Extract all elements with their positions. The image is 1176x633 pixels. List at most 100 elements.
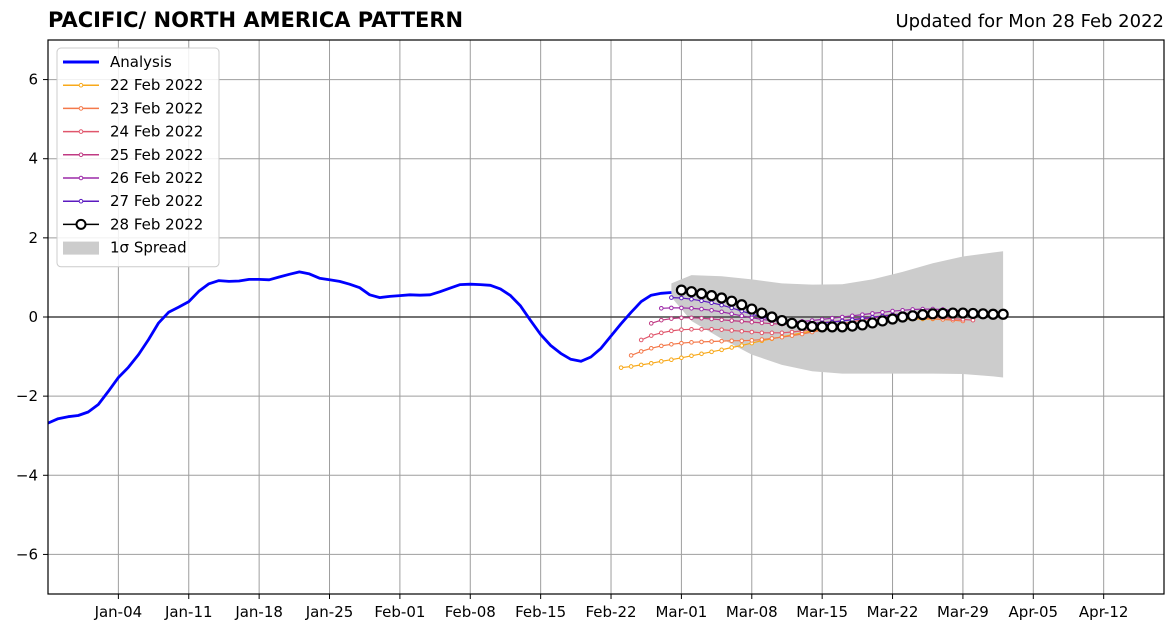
legend-item: 1σ Spread	[63, 239, 187, 257]
forecast-point	[699, 298, 704, 304]
forecast-point	[628, 364, 634, 369]
forecast-point	[967, 307, 979, 320]
forecast-point	[618, 365, 624, 370]
forecast-point	[870, 311, 875, 316]
x-tick-label: Apr-12	[1079, 603, 1129, 621]
forecast-point	[658, 359, 664, 364]
forecast-point	[876, 315, 889, 327]
forecast-point	[709, 339, 714, 344]
y-tick-label: 6	[28, 71, 38, 89]
spread-band	[671, 251, 1004, 378]
forecast-point	[749, 338, 755, 343]
forecast-point	[709, 300, 714, 306]
forecast-point	[638, 349, 644, 354]
forecast-point	[860, 312, 865, 317]
legend-item: 26 Feb 2022	[63, 169, 203, 187]
forecast-series-7	[675, 284, 1009, 333]
forecast-point	[937, 307, 949, 320]
x-tick-label: Feb-01	[374, 603, 425, 621]
y-tick-label: 2	[28, 229, 38, 247]
forecast-point	[907, 310, 919, 322]
forecast-point	[729, 345, 734, 350]
legend-item: 28 Feb 2022	[63, 215, 203, 233]
forecast-point	[699, 339, 704, 345]
legend-marker	[78, 129, 84, 134]
legend: Analysis 22 Feb 2022 23 Feb 2022 24 Feb 202…	[56, 47, 220, 268]
forecast-point	[709, 349, 714, 355]
forecast-point	[739, 328, 745, 334]
forecast-point	[648, 321, 654, 326]
forecast-point	[669, 305, 674, 311]
forecast-point	[829, 315, 835, 321]
forecast-point	[729, 328, 734, 333]
forecast-point	[739, 338, 745, 344]
forecast-point	[669, 357, 674, 363]
legend-label: 28 Feb 2022	[110, 215, 203, 233]
legend-label: Analysis	[110, 53, 172, 71]
forecast-point	[729, 338, 734, 344]
forecast-point	[648, 360, 654, 366]
legend-marker	[78, 175, 84, 181]
forecast-point	[987, 308, 999, 320]
forecast-point	[759, 320, 765, 326]
forecast-point	[719, 347, 724, 353]
forecast-point	[675, 284, 688, 296]
x-tick-label: Jan-18	[234, 603, 283, 621]
updated-date: Updated for Mon 28 Feb 2022	[895, 11, 1164, 32]
legend-marker	[78, 198, 84, 204]
forecast-point	[726, 295, 738, 307]
x-tick-label: Feb-08	[445, 603, 496, 621]
forecast-point	[679, 327, 684, 332]
x-tick-label: Mar-29	[937, 603, 989, 621]
y-tick-label: −4	[16, 466, 38, 484]
forecast-point	[739, 313, 745, 319]
legend-item: Analysis	[63, 53, 172, 71]
legend-label: 1σ Spread	[110, 239, 187, 257]
forecast-point	[749, 329, 755, 335]
legend-item: 27 Feb 2022	[63, 192, 203, 210]
forecast-point	[669, 295, 674, 300]
forecast-point	[739, 343, 745, 348]
forecast-point	[699, 351, 704, 357]
legend-label: 23 Feb 2022	[110, 99, 203, 117]
x-tick-label: Jan-04	[94, 603, 143, 621]
x-tick-label: Feb-22	[585, 603, 636, 621]
forecast-point	[997, 308, 1009, 320]
forecast-point	[709, 307, 714, 313]
forecast-point	[658, 330, 664, 336]
forecast-point	[689, 353, 694, 359]
forecast-point	[669, 328, 674, 334]
forecast-point	[776, 314, 788, 327]
forecast-point	[839, 314, 845, 320]
y-tick-label: −6	[16, 545, 38, 563]
legend-label: 22 Feb 2022	[110, 76, 203, 94]
forecast-point	[705, 290, 718, 302]
forecast-point	[796, 319, 808, 331]
plot-area	[48, 251, 1164, 425]
forecast-point	[736, 299, 748, 311]
chart-title: PACIFIC/ NORTH AMERICA PATTERN	[48, 8, 464, 32]
forecast-point	[886, 313, 899, 325]
forecast-point	[689, 305, 694, 311]
forecast-point	[628, 353, 634, 358]
forecast-point	[769, 336, 775, 341]
forecast-point	[699, 326, 704, 332]
forecast-point	[957, 307, 969, 319]
x-tick-label: Mar-01	[655, 603, 707, 621]
forecast-point	[816, 321, 828, 333]
forecast-point	[759, 337, 765, 342]
forecast-point	[648, 333, 654, 338]
forecast-point	[856, 319, 868, 331]
forecast-point	[679, 305, 684, 311]
legend-item: 24 Feb 2022	[63, 123, 203, 141]
legend-box	[56, 47, 220, 268]
forecast-point	[679, 295, 684, 301]
x-tick-label: Feb-15	[515, 603, 566, 621]
forecast-point	[880, 309, 885, 315]
forecast-point	[836, 321, 848, 333]
legend-marker	[75, 218, 87, 230]
forecast-point	[699, 315, 704, 321]
forecast-point	[789, 333, 795, 338]
forecast-point	[719, 317, 724, 323]
